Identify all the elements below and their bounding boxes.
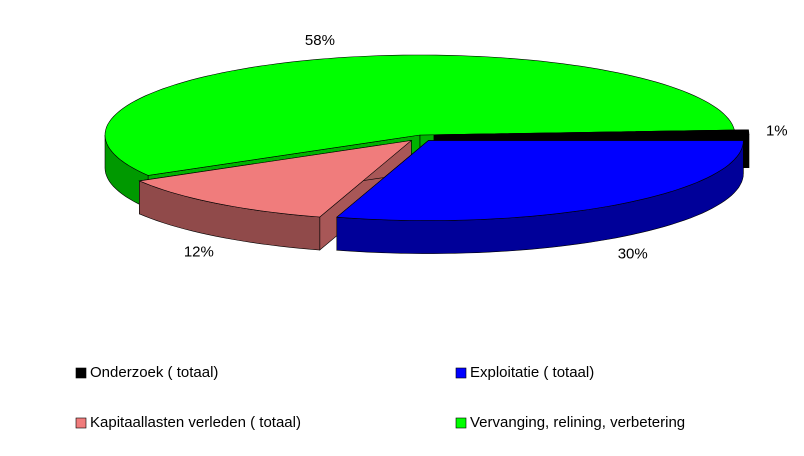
pie-slice (104, 54, 735, 176)
legend-swatch (75, 417, 87, 429)
data-label: 1% (766, 123, 788, 140)
data-label: 58% (305, 32, 335, 49)
data-label: 30% (618, 245, 648, 262)
legend-label: Exploitatie ( totaal) (470, 364, 594, 381)
pie-slice (336, 140, 744, 221)
legend-swatch (75, 367, 87, 379)
pie-slice (138, 140, 413, 218)
pie-slice (433, 129, 750, 136)
legend-swatch (455, 417, 467, 429)
legend-label: Kapitaallasten verleden ( totaal) (90, 414, 301, 431)
data-label: 12% (184, 243, 214, 260)
legend-label: Vervanging, relining, verbetering (470, 414, 685, 431)
legend-swatch (455, 367, 467, 379)
legend-label: Onderzoek ( totaal) (90, 364, 218, 381)
